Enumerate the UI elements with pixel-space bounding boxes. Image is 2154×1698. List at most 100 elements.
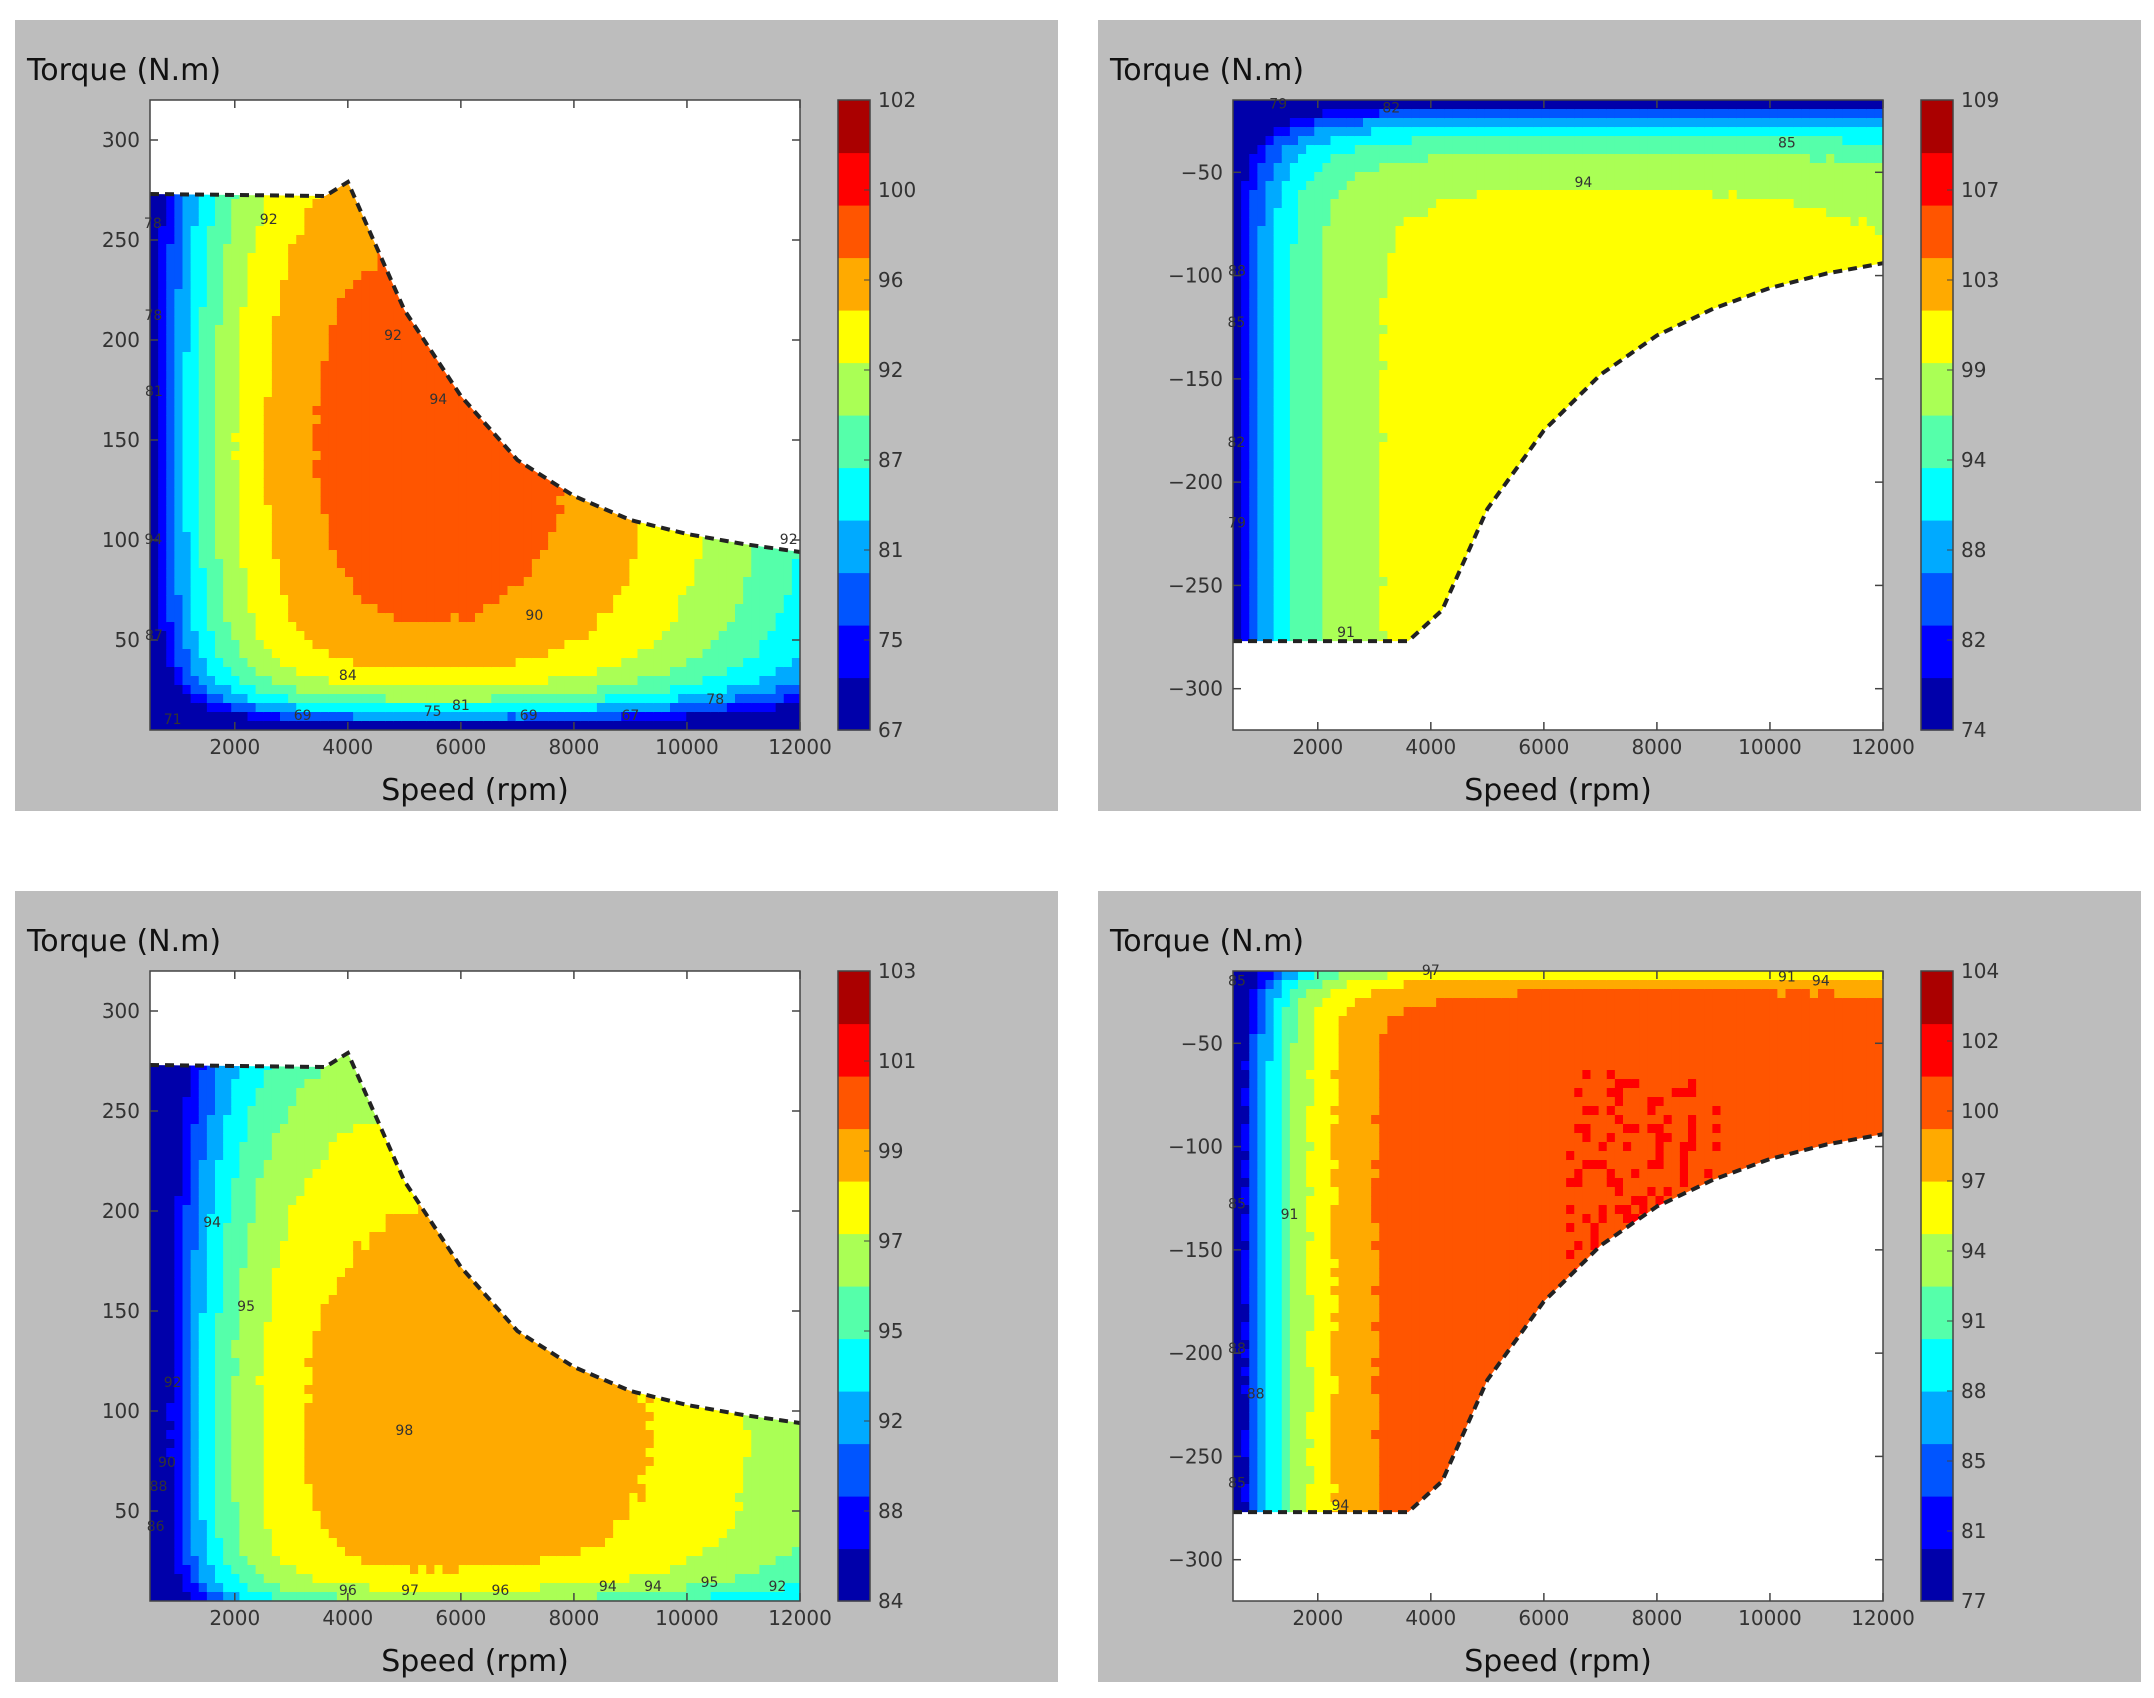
contour-cell (540, 622, 549, 632)
contour-cell (206, 388, 216, 398)
contour-cell (629, 577, 639, 587)
contour-cell (328, 361, 338, 371)
contour-cell (621, 586, 630, 596)
contour-cell (458, 523, 468, 533)
contour-cell (556, 496, 565, 506)
contour-cell (312, 271, 322, 281)
contour-cell (353, 289, 362, 299)
contour-cell (361, 685, 370, 695)
contour-cell (158, 712, 167, 722)
contour-cell (377, 415, 387, 425)
contour-cell (215, 226, 224, 236)
contour-cell (531, 604, 541, 614)
contour-cell (426, 586, 435, 596)
contour-cell (182, 316, 192, 326)
contour-cell (312, 649, 322, 659)
contour-cell (466, 721, 476, 730)
contour-cell (393, 361, 403, 371)
contour-cell (215, 415, 224, 425)
contour-cell (369, 361, 379, 371)
contour-cell (206, 649, 216, 659)
contour-cell (613, 514, 622, 524)
contour-cell (182, 586, 192, 596)
contour-cell (401, 460, 411, 470)
contour-cell (605, 586, 614, 596)
contour-cell (507, 640, 517, 650)
contour-cell (215, 460, 224, 470)
contour-cell (198, 244, 208, 254)
contour-cell (182, 244, 192, 254)
contour-cell (255, 550, 265, 560)
contour-cell (336, 217, 346, 227)
contour-cell (328, 190, 338, 200)
contour-cell (393, 379, 403, 389)
contour-cell (198, 604, 208, 614)
contour-cell (531, 721, 541, 730)
contour-cell (174, 694, 184, 704)
contour-cell (369, 379, 379, 389)
contour-cell (280, 397, 289, 407)
contour-cell (475, 424, 484, 434)
contour-cell (556, 487, 565, 497)
contour-cell (198, 199, 208, 209)
contour-cell (271, 721, 281, 730)
contour-cell (158, 235, 167, 245)
contour-cell (255, 721, 265, 730)
contour-cell (288, 217, 297, 227)
contour-cell (320, 397, 330, 407)
contour-cell (686, 550, 695, 560)
contour-cell (328, 379, 338, 389)
contour-cell (263, 541, 273, 551)
contour-cell (166, 379, 175, 389)
contour-cell (353, 649, 362, 659)
contour-cell (174, 289, 184, 299)
contour-cell (304, 415, 314, 425)
contour-cell (174, 712, 184, 722)
contour-cell (483, 703, 492, 713)
contour-cell (345, 703, 354, 713)
contour-cell (613, 577, 622, 587)
contour-cell (410, 631, 419, 641)
contour-cell (678, 622, 687, 632)
contour-cell (336, 271, 346, 281)
contour-cell (263, 586, 273, 596)
contour-cell (345, 451, 354, 461)
contour-cell (231, 343, 240, 353)
contour-cell (174, 577, 184, 587)
contour-cell (491, 685, 500, 695)
contour-cell (239, 406, 249, 416)
contour-cell (320, 415, 330, 425)
contour-cell (247, 262, 257, 272)
contour-cell (320, 685, 330, 695)
contour-cell (288, 226, 297, 236)
contour-cell (174, 649, 184, 659)
contour-cell (442, 577, 452, 587)
contour-cell (288, 397, 297, 407)
contour-cell (718, 649, 728, 659)
contour-cell (418, 685, 427, 695)
contour-cell (556, 577, 565, 587)
contour-cell (515, 568, 525, 578)
contour-cell (531, 676, 541, 686)
contour-cell (637, 721, 647, 730)
contour-cell (231, 397, 240, 407)
contour-cell (507, 658, 517, 668)
contour-cell (263, 379, 273, 389)
contour-cell (247, 226, 257, 236)
contour-cell (458, 514, 468, 524)
contour-cell (613, 703, 622, 713)
contour-cell (442, 379, 452, 389)
contour-cell (661, 622, 671, 632)
contour-cell (572, 586, 582, 596)
contour-cell (653, 703, 663, 713)
contour-cell (280, 550, 289, 560)
contour-cell (377, 505, 387, 515)
contour-cell (548, 703, 557, 713)
contour-cell (150, 478, 159, 488)
contour-cell (361, 415, 370, 425)
contour-cell (174, 451, 184, 461)
contour-cell (345, 532, 354, 542)
contour-cell (556, 586, 565, 596)
contour-cell (263, 568, 273, 578)
contour-cell (418, 496, 427, 506)
